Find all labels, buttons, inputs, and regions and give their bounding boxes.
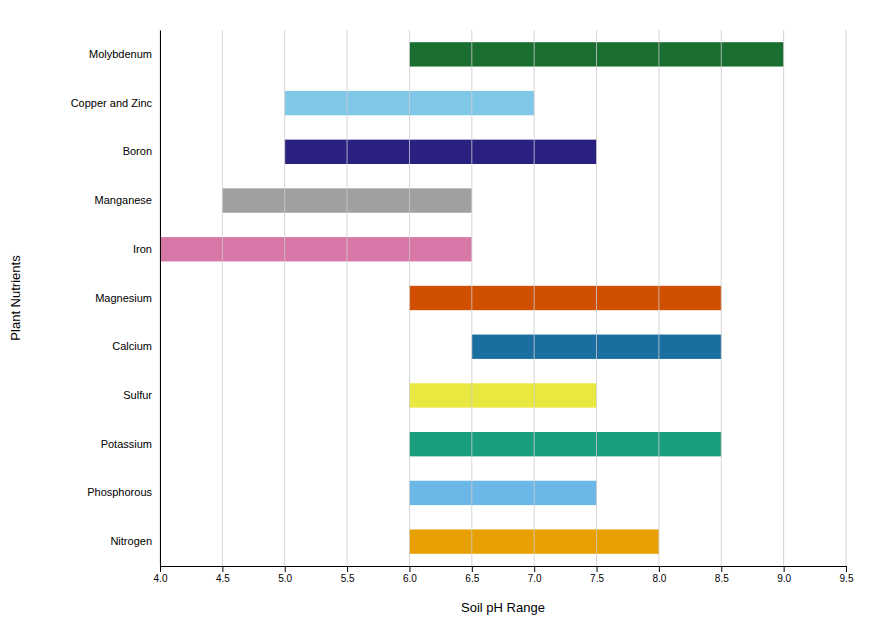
x-tick: 8.5	[715, 566, 729, 584]
y-tick: Phosphorous	[87, 486, 160, 498]
x-tick-label: 4.5	[216, 573, 230, 584]
x-tick-label: 7.5	[590, 573, 604, 584]
x-tick: 7.0	[528, 566, 542, 584]
bar	[409, 481, 596, 505]
grid-line	[846, 30, 847, 566]
y-tick: Iron	[133, 243, 160, 255]
x-tick-label: 5.5	[341, 573, 355, 584]
x-tick: 6.5	[465, 566, 479, 584]
y-tick: Molybdenum	[89, 48, 160, 60]
grid-line	[409, 30, 410, 566]
x-tick-mark	[597, 566, 598, 572]
bar	[160, 237, 472, 261]
x-tick-mark	[160, 566, 161, 572]
bar	[285, 140, 597, 164]
y-tick: Calcium	[112, 340, 160, 352]
y-tick-label: Copper and Zinc	[71, 97, 153, 109]
y-tick: Copper and Zinc	[71, 97, 160, 109]
x-tick-label: 7.0	[528, 573, 542, 584]
y-tick-label: Calcium	[112, 340, 152, 352]
x-tick-mark	[347, 566, 348, 572]
grid	[160, 30, 846, 566]
y-axis-title: Plant Nutrients	[8, 255, 23, 341]
grid-line	[658, 30, 659, 566]
x-tick: 5.5	[341, 566, 355, 584]
x-tick: 6.0	[403, 566, 417, 584]
x-tick-label: 4.0	[154, 573, 168, 584]
x-tick: 5.0	[278, 566, 292, 584]
grid-line	[783, 30, 784, 566]
plot: 4.0 4.5 5.0 5.5 6.0 6.5 7.0 7.5 8.0 8.5 9.0 9.5 Nitr…	[71, 30, 854, 584]
y-tick-label: Molybdenum	[89, 48, 152, 60]
grid-line	[347, 30, 348, 566]
x-tick: 7.5	[590, 566, 604, 584]
y-axis: Nitrogen Phosphorous Potassium Sulfur Calciu…	[71, 31, 161, 567]
x-tick-mark	[659, 566, 660, 572]
x-tick: 9.5	[840, 566, 854, 584]
x-tick-mark	[721, 566, 722, 572]
x-tick-label: 6.5	[465, 573, 479, 584]
y-tick-label: Potassium	[101, 438, 152, 450]
y-tick: Boron	[123, 145, 160, 157]
bar	[409, 432, 721, 456]
y-tick-label: Sulfur	[123, 389, 152, 401]
grid-line	[471, 30, 472, 566]
x-tick-label: 8.0	[652, 573, 666, 584]
y-tick: Manganese	[95, 194, 161, 206]
y-axis-line	[160, 31, 161, 567]
y-tick: Magnesium	[95, 292, 160, 304]
x-tick: 8.0	[652, 566, 666, 584]
y-tick-label: Nitrogen	[110, 535, 152, 547]
grid-line	[721, 30, 722, 566]
grid-line	[160, 30, 161, 566]
x-tick: 4.5	[216, 566, 230, 584]
x-tick-label: 8.5	[715, 573, 729, 584]
y-tick-label: Phosphorous	[87, 486, 152, 498]
y-tick-label: Magnesium	[95, 292, 152, 304]
grid-line	[596, 30, 597, 566]
y-tick-label: Manganese	[95, 194, 153, 206]
y-tick: Sulfur	[123, 389, 160, 401]
x-tick-mark	[472, 566, 473, 572]
x-tick-mark	[846, 566, 847, 572]
x-tick-mark	[285, 566, 286, 572]
x-tick-mark	[222, 566, 223, 572]
y-tick-label: Boron	[123, 145, 152, 157]
y-tick: Potassium	[101, 438, 160, 450]
x-tick-label: 9.0	[777, 573, 791, 584]
x-axis-title: Soil pH Range	[461, 600, 545, 615]
y-tick-label: Iron	[133, 243, 152, 255]
x-tick-label: 9.5	[840, 573, 854, 584]
x-tick: 4.0	[154, 566, 168, 584]
x-tick-label: 6.0	[403, 573, 417, 584]
y-tick: Nitrogen	[110, 535, 160, 547]
chart: 4.0 4.5 5.0 5.5 6.0 6.5 7.0 7.5 8.0 8.5 9.0 9.5 Nitr…	[0, 0, 882, 630]
grid-line	[534, 30, 535, 566]
grid-line	[284, 30, 285, 566]
x-tick-mark	[784, 566, 785, 572]
x-tick: 9.0	[777, 566, 791, 584]
x-tick-mark	[409, 566, 410, 572]
grid-line	[222, 30, 223, 566]
x-tick-label: 5.0	[278, 573, 292, 584]
x-tick-mark	[534, 566, 535, 572]
x-axis: 4.0 4.5 5.0 5.5 6.0 6.5 7.0 7.5 8.0 8.5 9.0 9.5	[154, 566, 854, 584]
x-axis-line	[161, 567, 847, 573]
bar	[409, 286, 721, 310]
bar	[409, 383, 596, 407]
